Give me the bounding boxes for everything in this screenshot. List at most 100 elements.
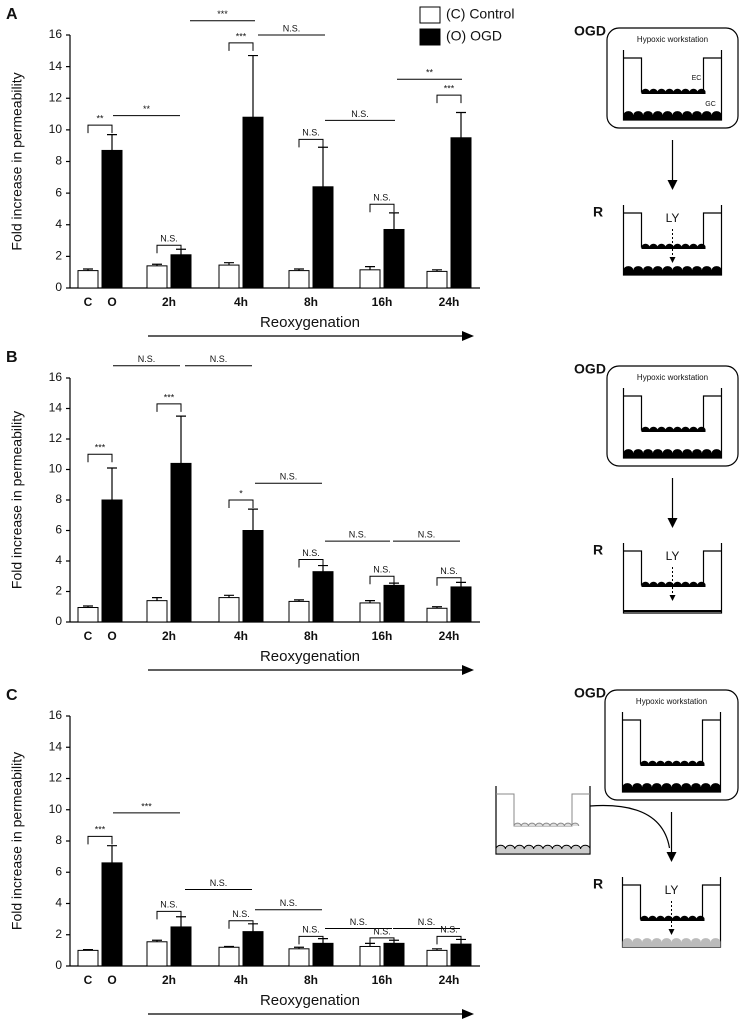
significance-bracket (87, 835, 113, 845)
bar (312, 571, 334, 623)
y-axis-label: Fold increase in permeability (9, 411, 25, 589)
significance-bracket (87, 124, 113, 134)
significance-label: N.S. (302, 925, 320, 935)
bar (170, 462, 192, 623)
significance-label: N.S. (138, 354, 156, 364)
y-axis-label: Fold increase in permeability (9, 72, 25, 250)
bar (288, 600, 310, 623)
significance-bracket (369, 203, 395, 213)
significance-bracket (156, 910, 182, 920)
y-tick-label: 8 (55, 833, 62, 847)
workstation (604, 689, 739, 801)
well (622, 388, 723, 459)
x-tick-label: 16h (372, 629, 393, 643)
significance-label: N.S. (160, 234, 178, 244)
dye-label: LY (666, 211, 680, 225)
glial-cells (623, 266, 722, 275)
significance-bracket (298, 138, 324, 148)
chart-panel: B Fold increase in permeability 0 2 4 6 8 10 12 1… (6, 349, 480, 675)
workstation (606, 27, 739, 129)
significance-label: *** (217, 9, 228, 19)
significance-label: N.S. (351, 109, 369, 119)
significance-label: N.S. (440, 566, 458, 576)
y-tick-label: 2 (55, 584, 62, 598)
endothelial-cells (641, 243, 706, 249)
arrow-head (462, 1009, 474, 1019)
panel-label: C (6, 687, 18, 704)
y-tick-label: 6 (55, 523, 62, 537)
x-tick-label: 4h (234, 295, 248, 309)
significance-label: ** (96, 114, 104, 124)
significance-label: N.S. (373, 565, 391, 575)
workstation-label: Hypoxic workstation (637, 35, 708, 44)
significance-bracket (436, 94, 462, 104)
y-tick-label: 6 (55, 185, 62, 199)
arrow-head (669, 595, 676, 601)
x-tick-label: C (84, 973, 93, 987)
bar (77, 270, 99, 289)
workstation (606, 365, 739, 467)
significance-label: N.S. (210, 354, 228, 364)
error-bar (107, 467, 117, 500)
step-label: OGD (574, 23, 606, 39)
arrow-head (667, 180, 678, 190)
endothelial-cells (640, 760, 705, 766)
x-tick-label: C (84, 295, 93, 309)
endothelial-cells (641, 581, 706, 587)
error-bar (365, 266, 375, 270)
significance-label: N.S. (418, 530, 436, 540)
glial-cells (623, 111, 722, 120)
y-tick-label: 0 (55, 614, 62, 628)
bar (146, 265, 168, 289)
dye-label: LY (665, 883, 679, 897)
workstation-label: Hypoxic workstation (636, 697, 707, 706)
significance-bracket (228, 920, 254, 929)
significance-label: ** (143, 104, 151, 114)
chart-panel: C Fold increase in permeability 0 2 4 6 8 10 12 1… (6, 687, 480, 1019)
bar (450, 137, 472, 289)
glial-cells (623, 449, 722, 458)
insert (623, 57, 722, 93)
schematic: OGD Hypoxic workstation EC GC R LY (574, 23, 739, 276)
bar (383, 584, 405, 623)
significance-label: N.S. (373, 193, 391, 203)
side-well (495, 786, 591, 855)
significance-label: N.S. (418, 917, 436, 927)
bar (77, 607, 99, 623)
mixed-cells (495, 844, 591, 855)
significance-label: * (239, 488, 243, 498)
glial-cells (622, 938, 721, 947)
bar (312, 186, 334, 289)
x-tick-label: 24h (439, 295, 460, 309)
dye-label: LY (666, 549, 680, 563)
bar (359, 602, 381, 623)
x-tick-label: 2h (162, 629, 176, 643)
significance-bracket (369, 937, 395, 946)
y-tick-label: 4 (55, 896, 62, 910)
y-tick-label: 14 (49, 401, 63, 415)
x-tick-label: 4h (234, 973, 248, 987)
schematic: OGD Hypoxic workstation R LY (495, 685, 739, 948)
significance-label: *** (236, 31, 247, 41)
bar (383, 228, 405, 289)
error-bar (176, 415, 186, 464)
y-tick-label: 4 (55, 553, 62, 567)
insert (622, 719, 721, 765)
panel-label: B (6, 349, 18, 366)
significance-label: N.S. (440, 925, 458, 935)
side-insert-cells (513, 822, 580, 827)
x-axis-label: Reoxygenation (260, 314, 360, 331)
significance-label: *** (95, 825, 106, 835)
schematic: OGD Hypoxic workstation R LY (574, 361, 739, 614)
legend-label: (C) Control (446, 6, 514, 22)
significance-label: N.S. (280, 472, 298, 482)
y-tick-label: 16 (49, 370, 63, 384)
arrow-head (668, 929, 675, 935)
y-tick-label: 10 (49, 802, 63, 816)
error-bar (152, 597, 162, 601)
significance-bracket (87, 453, 113, 463)
y-tick-label: 2 (55, 249, 62, 263)
bar (288, 270, 310, 289)
significance-bracket (436, 935, 462, 945)
